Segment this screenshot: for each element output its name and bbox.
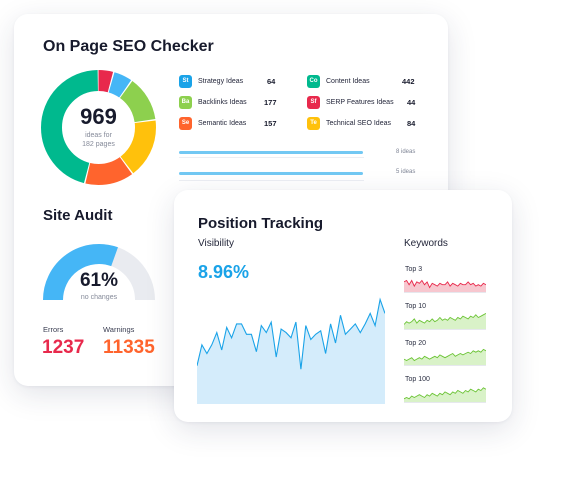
progress-bar-2 bbox=[179, 172, 363, 175]
backlinks-badge-icon: Ba bbox=[179, 95, 192, 109]
idea-label: Strategy Ideas bbox=[198, 77, 244, 85]
donut-segment bbox=[41, 70, 156, 185]
progress-track bbox=[179, 180, 364, 181]
idea-item-serp-features[interactable]: Sf SERP Features Ideas bbox=[307, 95, 394, 109]
warnings-label: Warnings bbox=[103, 325, 135, 334]
serp-features-badge-icon: Sf bbox=[307, 95, 320, 109]
site-health-gauge: 61% no changes bbox=[41, 238, 157, 308]
position-tracking-title: Position Tracking bbox=[198, 215, 324, 232]
total-ideas-count: 969 bbox=[80, 103, 117, 129]
idea-label: SERP Features Ideas bbox=[326, 98, 394, 106]
visibility-line bbox=[197, 297, 385, 370]
progress-track bbox=[179, 157, 364, 158]
idea-item-technical-seo[interactable]: Te Technical SEO Ideas bbox=[307, 116, 391, 130]
keyword-row-label: Top 3 bbox=[405, 266, 423, 273]
keyword-row-label: Top 20 bbox=[405, 340, 427, 347]
content-badge-icon: Co bbox=[307, 74, 320, 88]
donut-segment bbox=[41, 70, 156, 185]
keyword-row-label: Top 10 bbox=[405, 303, 427, 310]
ideas-subtitle-line2: 182 pages bbox=[82, 140, 115, 148]
sparkline-area bbox=[404, 280, 486, 293]
idea-label: Backlinks Ideas bbox=[198, 98, 247, 106]
donut-svg bbox=[41, 70, 156, 185]
idea-value: 177 bbox=[264, 98, 277, 107]
errors-label: Errors bbox=[43, 325, 64, 334]
idea-value: 84 bbox=[407, 119, 416, 128]
gauge-svg bbox=[43, 244, 155, 301]
on-page-seo-checker-title: On Page SEO Checker bbox=[43, 38, 214, 55]
visibility-chart bbox=[197, 297, 385, 404]
gauge-fill bbox=[43, 244, 118, 301]
warnings-count: 11335 bbox=[103, 337, 155, 358]
technical-seo-badge-icon: Te bbox=[307, 116, 320, 130]
idea-item-strategy[interactable]: St Strategy Ideas bbox=[179, 74, 243, 88]
donut-segment bbox=[41, 70, 156, 185]
keyword-row-label: Top 100 bbox=[405, 376, 430, 383]
visibility-label: Visibility bbox=[198, 238, 234, 249]
strategy-badge-icon: St bbox=[179, 74, 192, 88]
progress-bar-1 bbox=[179, 151, 363, 154]
idea-value: 157 bbox=[264, 119, 277, 128]
sparkline-line bbox=[404, 348, 486, 362]
donut-center: 969 ideas for 182 pages bbox=[41, 70, 156, 185]
progress-label-1: 8 ideas bbox=[396, 149, 416, 155]
visibility-area bbox=[197, 299, 385, 404]
top-3-sparkline bbox=[404, 279, 486, 293]
sparkline-line bbox=[404, 313, 486, 325]
ideas-donut-chart: 969 ideas for 182 pages bbox=[41, 70, 156, 185]
sparkline-line bbox=[404, 279, 486, 289]
site-health-change: no changes bbox=[80, 294, 118, 301]
visibility-value: 8.96% bbox=[198, 262, 250, 282]
idea-item-content[interactable]: Co Content Ideas bbox=[307, 74, 370, 88]
sparkline-line bbox=[404, 387, 486, 400]
top-10-sparkline bbox=[404, 313, 486, 330]
idea-value: 64 bbox=[267, 77, 276, 86]
ideas-subtitle-line1: ideas for bbox=[85, 131, 112, 139]
semantic-badge-icon: Se bbox=[179, 116, 192, 130]
idea-value: 44 bbox=[407, 98, 416, 107]
idea-value: 442 bbox=[402, 77, 415, 86]
donut-segment bbox=[41, 70, 156, 185]
sparkline-area bbox=[404, 387, 486, 403]
top-100-sparkline bbox=[404, 387, 486, 403]
errors-count: 1237 bbox=[42, 337, 85, 358]
idea-label: Semantic Ideas bbox=[198, 119, 247, 127]
idea-item-backlinks[interactable]: Ba Backlinks Ideas bbox=[179, 95, 247, 109]
site-audit-title: Site Audit bbox=[43, 207, 113, 224]
idea-label: Content Ideas bbox=[326, 77, 370, 85]
keywords-label: Keywords bbox=[404, 238, 448, 249]
ideas-subtitle: ideas for 182 pages bbox=[82, 132, 115, 150]
progress-label-2: 5 ideas bbox=[396, 169, 416, 175]
site-health-value: 61% bbox=[79, 270, 119, 291]
top-20-sparkline bbox=[404, 348, 486, 366]
gauge-center: 61% no changes bbox=[41, 270, 157, 301]
position-tracking-card: Position Tracking Visibility 8.96% Keywo… bbox=[174, 190, 512, 422]
idea-label: Technical SEO Ideas bbox=[326, 119, 391, 127]
idea-item-semantic[interactable]: Se Semantic Ideas bbox=[179, 116, 246, 130]
